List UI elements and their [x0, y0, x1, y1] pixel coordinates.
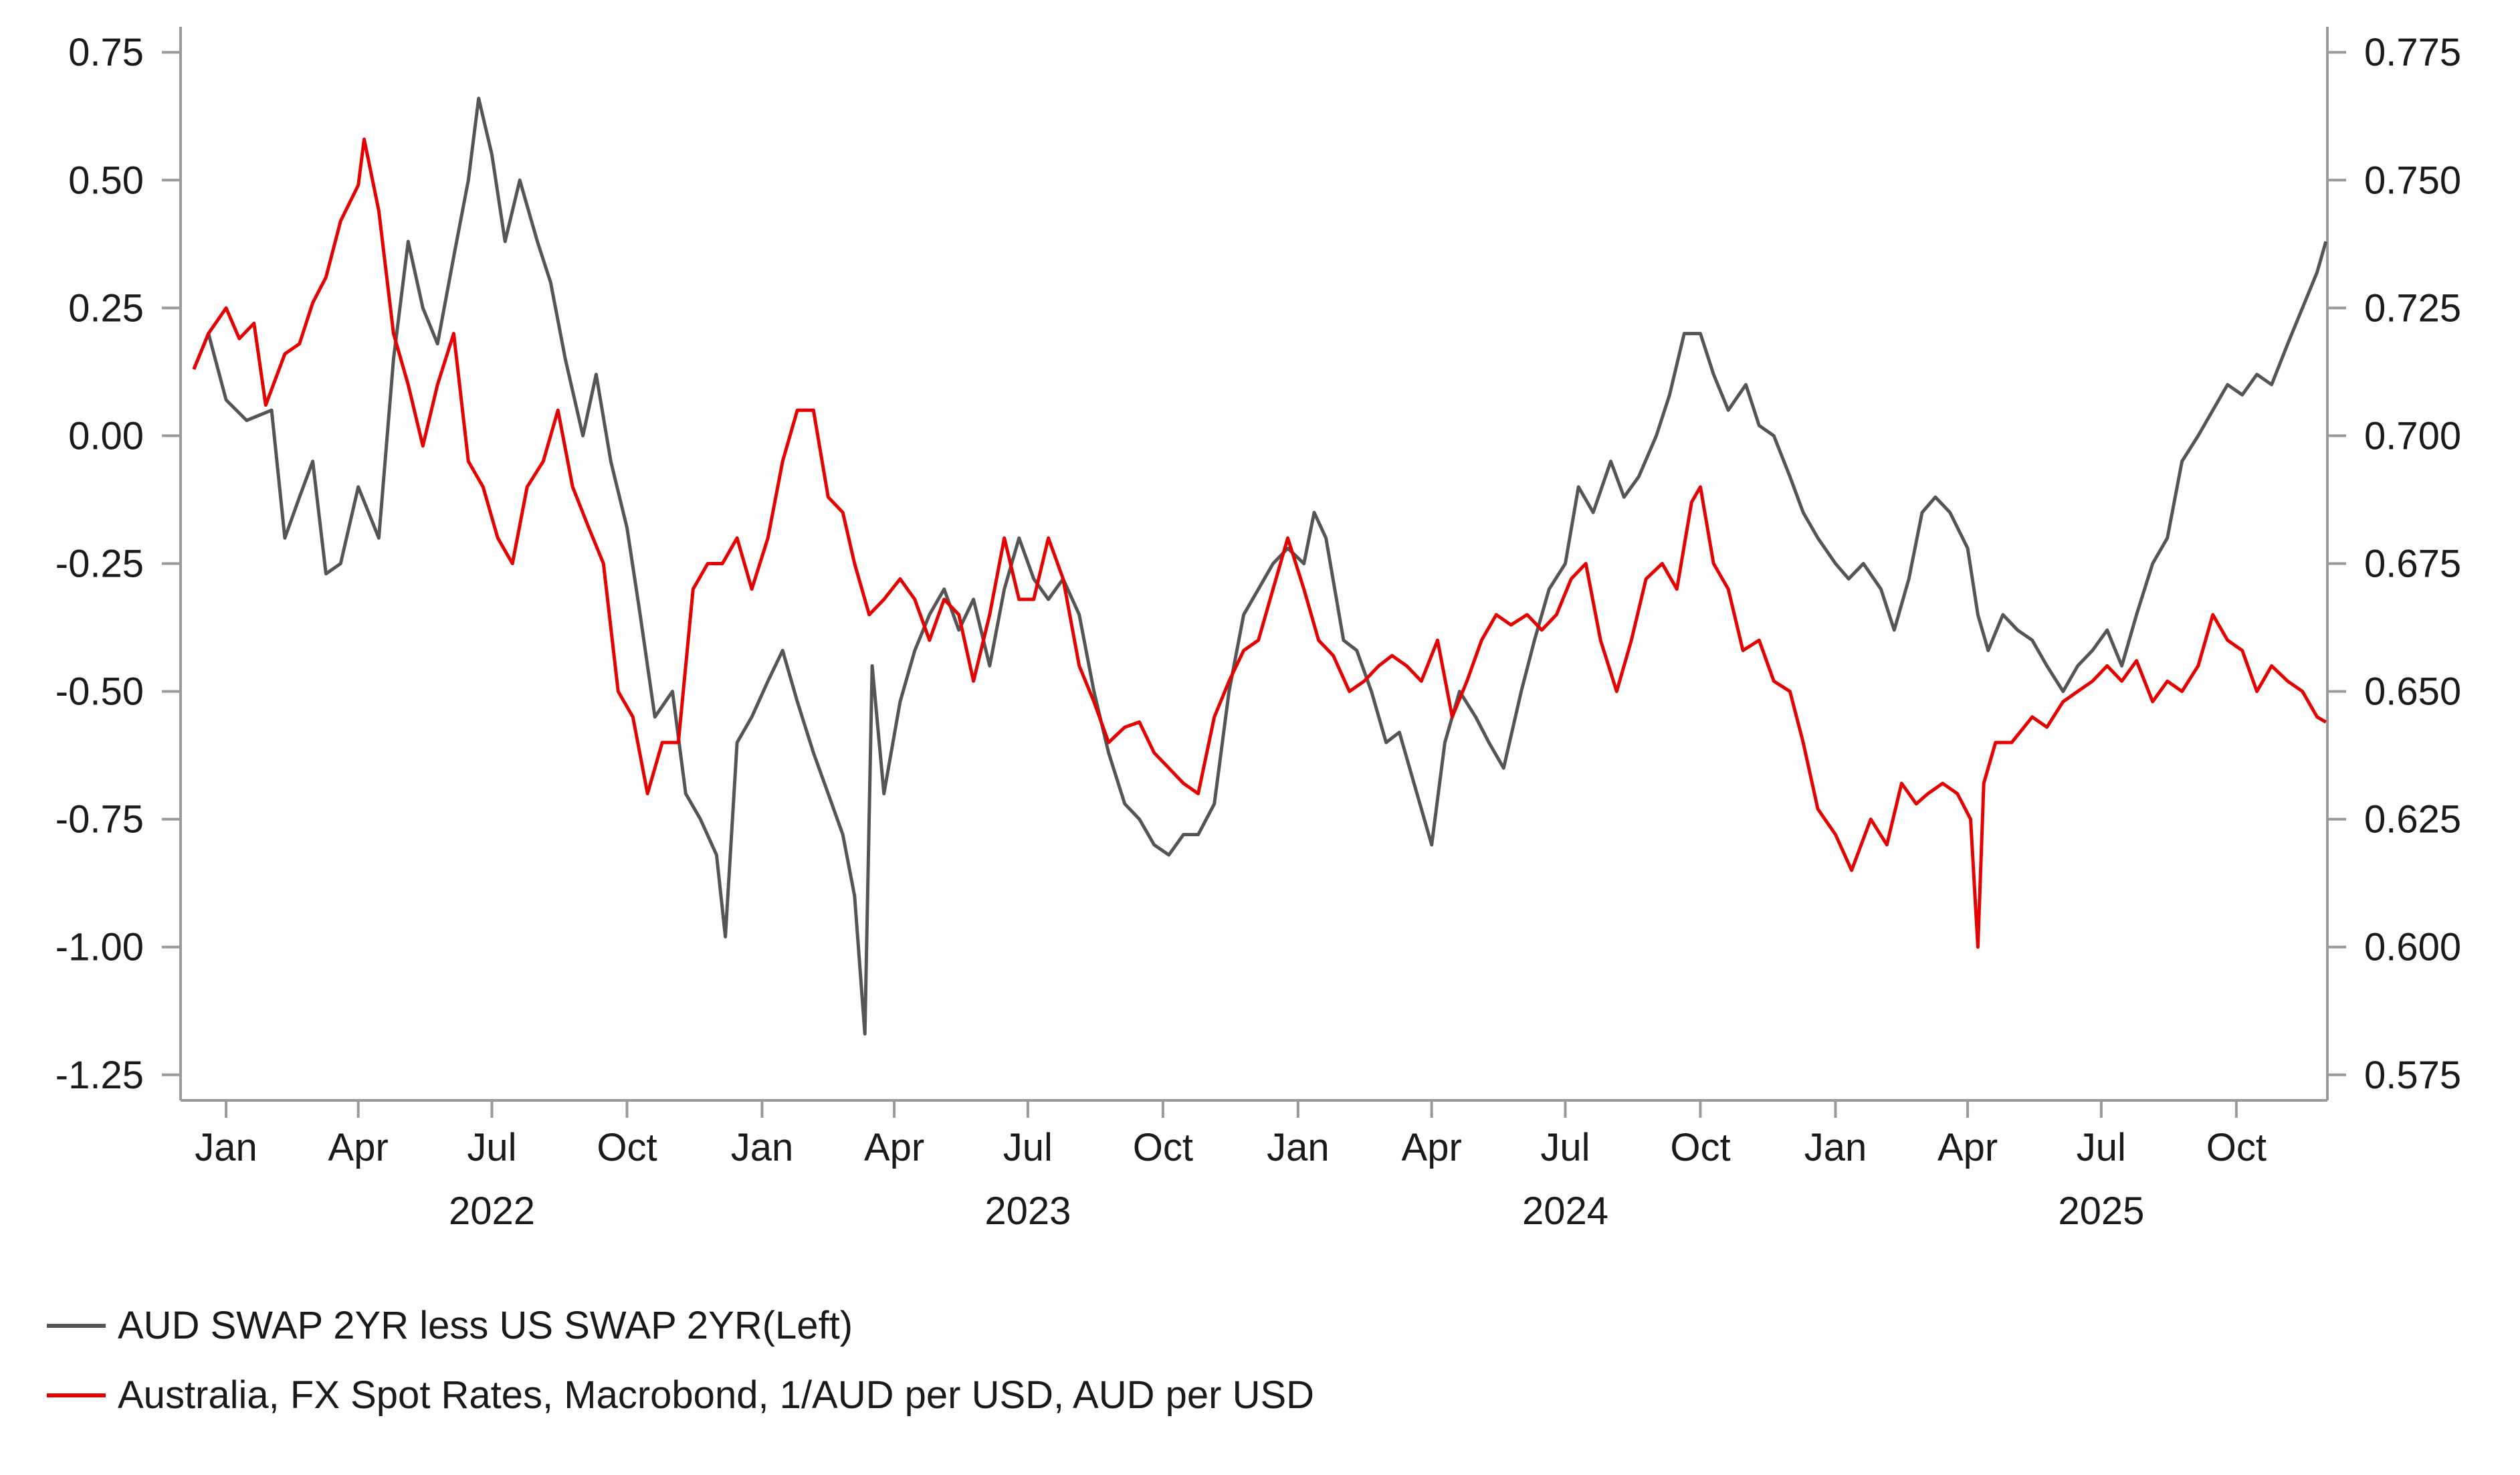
x-axis-tick-label: Oct	[1670, 1126, 1730, 1169]
legend-item-spread: AUD SWAP 2YR less US SWAP 2YR(Left)	[47, 1303, 853, 1348]
right-axis-tick-label: 0.625	[2364, 798, 2461, 842]
x-axis-year-label: 2024	[1522, 1189, 1608, 1233]
x-axis-tick-label: Jan	[195, 1126, 257, 1169]
x-axis-tick-label: Jul	[1540, 1126, 1590, 1169]
x-axis-tick-label: Apr	[1402, 1126, 1462, 1169]
legend-swatch-fx	[47, 1393, 106, 1397]
legend-item-fx: Australia, FX Spot Rates, Macrobond, 1/A…	[47, 1373, 1314, 1417]
x-axis-year-label: 2025	[2058, 1189, 2144, 1233]
left-axis-tick-label: -0.75	[56, 798, 144, 842]
right-axis-tick-label: 0.650	[2364, 670, 2461, 714]
left-axis-tick-label: 0.75	[68, 31, 144, 74]
x-axis-tick-label: Jul	[467, 1126, 516, 1169]
x-axis-tick-label: Jan	[1804, 1126, 1867, 1169]
right-axis-tick-label: 0.775	[2364, 31, 2461, 74]
x-axis-tick-label: Apr	[1937, 1126, 1998, 1169]
series-line-spread	[192, 96, 2328, 1036]
x-axis-tick-label: Jan	[731, 1126, 794, 1169]
right-axis-tick-label: 0.725	[2364, 286, 2461, 330]
left-axis-tick-label: 0.50	[68, 159, 144, 202]
x-axis-tick-label: Jan	[1267, 1126, 1330, 1169]
left-axis-tick-label: -0.25	[56, 543, 144, 586]
legend-label-spread: AUD SWAP 2YR less US SWAP 2YR(Left)	[118, 1304, 853, 1347]
legend-swatch-spread	[47, 1323, 106, 1328]
x-axis-year-label: 2023	[984, 1189, 1071, 1233]
right-axis-tick-label: 0.600	[2364, 926, 2461, 969]
left-axis-tick-label: -0.50	[56, 670, 144, 714]
x-axis-tick-label: Oct	[1133, 1126, 1193, 1169]
x-axis-tick-label: Apr	[328, 1126, 389, 1169]
x-axis-tick-label: Apr	[864, 1126, 924, 1169]
x-axis-tick-label: Jul	[1003, 1126, 1053, 1169]
left-axis-tick-label: -1.25	[56, 1054, 144, 1097]
left-axis-tick-label: 0.25	[68, 286, 144, 330]
left-axis-tick-label: -1.00	[56, 926, 144, 969]
x-axis-year-label: 2022	[449, 1189, 535, 1233]
left-axis-tick-label: 0.00	[68, 414, 144, 458]
right-axis-tick-label: 0.750	[2364, 159, 2461, 202]
x-axis-tick-label: Oct	[597, 1126, 657, 1169]
right-axis-tick-label: 0.575	[2364, 1054, 2461, 1097]
right-axis-tick-label: 0.675	[2364, 543, 2461, 586]
x-axis-tick-label: Jul	[2077, 1126, 2126, 1169]
right-axis-tick-label: 0.700	[2364, 414, 2461, 458]
x-axis-tick-label: Oct	[2206, 1126, 2267, 1169]
series-line-fx	[192, 137, 2327, 949]
legend-label-fx: Australia, FX Spot Rates, Macrobond, 1/A…	[118, 1373, 1315, 1417]
